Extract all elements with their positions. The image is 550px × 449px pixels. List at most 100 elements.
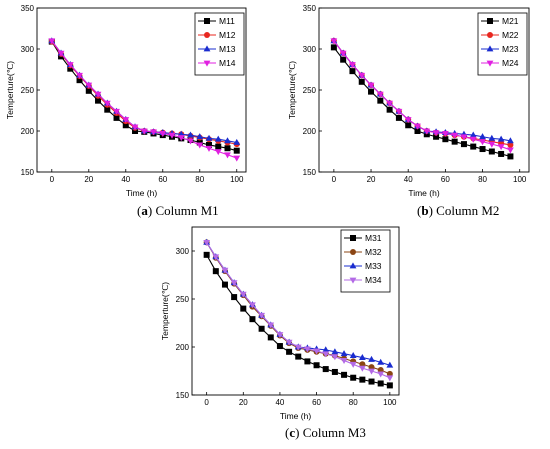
caption-text: Column M2: [436, 203, 499, 218]
data-point-m14: [150, 129, 157, 136]
data-point-m11: [206, 141, 213, 148]
data-point-m13: [196, 133, 204, 140]
legend-box: [477, 12, 528, 76]
data-point-m21: [479, 146, 486, 153]
data-point-m21: [451, 138, 458, 145]
data-point-m31: [221, 281, 228, 288]
x-tick-label: 60: [312, 398, 321, 407]
data-point-m31: [295, 353, 302, 360]
data-point-m34: [294, 344, 302, 351]
legend-marker: [203, 60, 211, 67]
data-point-m11: [224, 145, 231, 152]
series-m21: [330, 44, 514, 160]
data-point-m11: [113, 114, 120, 121]
legend-label: M12: [219, 30, 236, 40]
data-point-m31: [350, 374, 357, 381]
data-point-m14: [57, 50, 65, 57]
legend-label: M14: [219, 58, 236, 68]
data-point-m13: [187, 131, 194, 138]
data-point-m31: [304, 358, 311, 365]
legend: M21 M22 M23 M24: [477, 12, 528, 76]
data-point-m13: [205, 134, 213, 141]
data-point-m31: [386, 382, 393, 389]
data-point-m22: [507, 141, 514, 148]
caption-paren-open: (: [417, 203, 421, 218]
data-point-m23: [488, 134, 496, 141]
data-point-m34: [212, 254, 220, 261]
data-point-m14: [131, 124, 139, 131]
data-point-m14: [85, 82, 93, 89]
data-point-m21: [405, 122, 412, 129]
chart-panel-a: 0 20 40 60 80 100 150 200 250 300 350 Time (h) Tempe…: [5, 4, 247, 218]
data-point-m33: [331, 348, 339, 355]
data-point-m24: [339, 50, 347, 57]
legend-label: M24: [502, 58, 519, 68]
data-point-m21: [330, 44, 337, 51]
data-point-m14: [177, 135, 185, 142]
legend-marker: [204, 32, 210, 38]
data-point-m14: [196, 142, 204, 149]
data-point-m14: [233, 155, 241, 162]
data-point-m34: [258, 312, 266, 319]
data-point-m33: [386, 361, 394, 368]
data-point-m34: [203, 239, 211, 246]
caption-paren-close: ): [148, 203, 156, 218]
data-point-m31: [240, 305, 247, 312]
legend-marker: [203, 45, 211, 52]
data-point-m21: [414, 128, 421, 134]
data-point-m31: [331, 368, 338, 375]
data-point-m24: [358, 72, 366, 79]
legend: M31 M32 M33 M34: [340, 229, 391, 293]
data-point-m23: [497, 135, 505, 142]
legend-marker: [349, 262, 357, 269]
data-point-m14: [214, 149, 222, 156]
data-point-m34: [368, 368, 375, 375]
data-point-m31: [359, 376, 366, 383]
x-tick-label: 40: [121, 175, 130, 184]
data-point-m11: [215, 143, 222, 150]
data-point-m34: [239, 291, 247, 298]
legend-label: M31: [365, 233, 382, 243]
y-tick-label: 250: [303, 86, 317, 95]
x-axis-label: Time (h): [280, 411, 311, 421]
data-point-m21: [349, 68, 356, 75]
data-point-m14: [76, 72, 83, 79]
y-tick-label: 300: [176, 247, 190, 256]
data-point-m31: [276, 343, 283, 350]
y-tick-label: 350: [303, 4, 317, 13]
x-tick-label: 100: [513, 175, 527, 184]
data-point-m14: [224, 152, 231, 159]
data-point-m21: [340, 56, 347, 63]
legend-box: [194, 12, 245, 76]
data-point-m34: [331, 354, 339, 361]
x-tick-label: 40: [404, 175, 413, 184]
x-tick-label: 0: [332, 175, 337, 184]
data-point-m21: [460, 141, 467, 148]
data-point-m24: [349, 62, 356, 69]
data-point-m11: [196, 139, 203, 146]
data-point-m31: [368, 378, 375, 385]
data-point-m34: [249, 302, 256, 309]
panel-caption: (a) Column M1: [137, 203, 219, 218]
data-point-m14: [66, 62, 74, 69]
data-point-m31: [286, 348, 293, 355]
x-tick-label: 20: [367, 175, 376, 184]
data-point-m21: [488, 148, 495, 155]
data-point-m23: [469, 131, 477, 138]
legend-label: M33: [365, 261, 382, 271]
data-point-m34: [386, 375, 394, 382]
y-axis-label: Temperture(℃): [160, 282, 170, 340]
data-point-m14: [168, 132, 176, 139]
data-point-m31: [322, 366, 329, 373]
data-point-m24: [395, 108, 403, 115]
data-point-m21: [507, 153, 514, 160]
data-point-m33: [377, 358, 385, 365]
data-point-m21: [498, 150, 505, 157]
y-tick-label: 200: [21, 127, 35, 136]
data-point-m14: [113, 108, 120, 115]
data-point-m24: [460, 134, 468, 141]
data-point-m24: [367, 82, 375, 89]
caption-paren-close: ): [429, 203, 437, 218]
data-point-m34: [377, 371, 385, 378]
